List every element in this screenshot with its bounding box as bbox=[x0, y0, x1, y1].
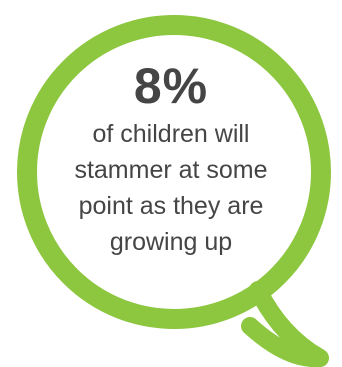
statistic-caption-line-4: growing up bbox=[109, 228, 233, 256]
statistic-caption-line-3: point as they are bbox=[78, 192, 264, 220]
statistic-caption-line-2: stammer at some bbox=[74, 156, 268, 184]
statistic-caption-line-1: of children will bbox=[92, 120, 250, 148]
statistic-block: 8% of children will stammer at some poin… bbox=[40, 56, 302, 260]
bubble-tail bbox=[241, 281, 329, 367]
bubble-ring bbox=[17, 15, 331, 329]
statistic-value: 8% bbox=[133, 58, 209, 114]
